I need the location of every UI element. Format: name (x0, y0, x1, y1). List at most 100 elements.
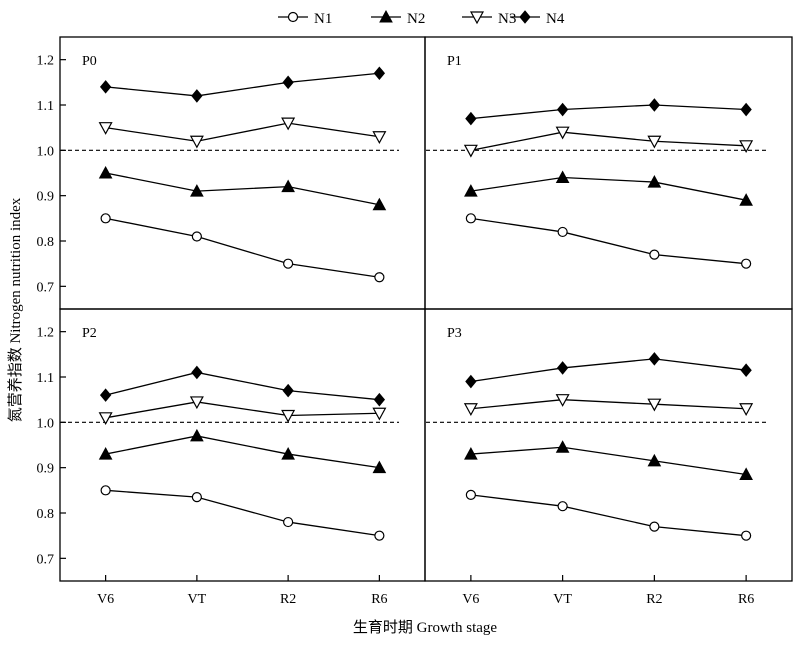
data-point-n4-v6 (465, 374, 477, 389)
data-point-n3-v6 (463, 144, 478, 158)
data-point-n2-vt (190, 184, 204, 197)
legend-item-n4: N4 (510, 10, 565, 27)
legend-item-n2: N2 (371, 9, 425, 27)
data-point-n1-r2 (649, 249, 660, 260)
y-tick-label: 0.9 (37, 190, 55, 205)
series-line (105, 72, 380, 97)
series-line (470, 494, 747, 537)
data-point-n1-vt (557, 226, 568, 238)
legend-marker-n2 (379, 9, 393, 23)
data-point-n2-r6 (739, 193, 753, 206)
series-n4 (465, 98, 752, 126)
panel-frame (424, 308, 793, 582)
data-point-n1-v6 (465, 213, 476, 224)
data-point-n2-r6 (372, 197, 387, 211)
y-tick-label: 0.7 (37, 552, 55, 567)
data-point-n1-v6 (465, 489, 476, 500)
series-n2 (98, 165, 387, 211)
data-point-n4-v6 (99, 388, 112, 402)
data-point-n4-r6 (740, 363, 752, 377)
series-line (105, 217, 380, 278)
data-point-n1-r2 (283, 258, 294, 269)
series-n4 (99, 365, 386, 407)
panel-grid: P0 0.7 0.8 0.9 1.0 1.1 1.2 P1 P2 0.7 0.8 0.9 1.0 1.1 1… (37, 36, 793, 607)
data-point-n2-vt (555, 440, 570, 453)
series-line (105, 401, 380, 419)
data-point-n2-r6 (372, 460, 387, 474)
data-point-n3-v6 (98, 122, 113, 135)
data-point-n4-v6 (465, 111, 477, 126)
series-n4 (465, 352, 752, 389)
y-tick-label: 1.1 (37, 371, 55, 386)
legend-marker-n3 (469, 11, 485, 25)
legend-item-n3: N3 (462, 11, 516, 27)
series-n2 (464, 170, 753, 206)
data-point-n3-r6 (372, 131, 387, 144)
data-point-n1-vt (557, 501, 568, 512)
data-point-n4-r2 (648, 98, 661, 112)
data-point-n4-r2 (648, 352, 661, 366)
data-point-n4-r6 (740, 102, 752, 117)
series-line (470, 176, 747, 201)
data-point-n4-r2 (282, 75, 294, 90)
data-point-n3-r2 (647, 398, 662, 412)
data-point-n4-vt (191, 365, 203, 380)
data-point-n1-vt (191, 492, 202, 503)
panel-p2: P2 0.7 0.8 0.9 1.0 1.1 1.2 V6 VT R2 R6 (37, 308, 426, 607)
x-tick-label-r6: R6 (738, 592, 754, 607)
panel-label: P1 (447, 54, 462, 69)
data-point-n4-vt (556, 361, 569, 375)
data-point-n3-r2 (647, 135, 662, 149)
x-tick-label-r2: R2 (646, 592, 662, 607)
y-tick-label: 1.2 (37, 54, 55, 69)
series-n1 (100, 213, 385, 283)
data-point-n1-v6 (100, 485, 111, 496)
data-point-n2-r2 (281, 179, 295, 193)
series-n1 (465, 489, 752, 541)
y-tick-label: 1.0 (37, 416, 55, 431)
data-point-n3-r2 (281, 409, 296, 423)
legend-label-n2: N2 (407, 11, 425, 27)
data-point-n3-r2 (281, 117, 296, 131)
data-point-n2-v6 (464, 184, 478, 197)
panel-label: P3 (447, 326, 462, 341)
data-point-n1-r6 (741, 530, 752, 541)
series-line (470, 217, 747, 265)
data-point-n1-r2 (283, 516, 294, 528)
x-tick-label-vt: VT (553, 592, 572, 607)
data-point-n1-r6 (741, 258, 752, 269)
data-point-n3-vt (555, 394, 570, 407)
panel-p3: P3 V6 VT R2 R6 (424, 308, 793, 607)
x-tick-label-v6: V6 (97, 592, 114, 607)
legend-label-n4: N4 (546, 11, 565, 27)
data-point-n4-r6 (373, 392, 386, 407)
series-line (105, 122, 380, 142)
series-line (470, 399, 747, 410)
legend-item-n1: N1 (278, 11, 332, 27)
y-tick-label: 0.8 (37, 235, 55, 250)
series-n3 (463, 126, 754, 158)
data-point-n2-v6 (464, 447, 478, 460)
y-tick-label: 1.1 (37, 99, 55, 114)
data-point-n4-v6 (99, 80, 112, 94)
series-n4 (99, 66, 386, 103)
panel-p0: P0 0.7 0.8 0.9 1.0 1.1 1.2 (37, 36, 426, 310)
series-line (105, 172, 380, 206)
x-tick-label-r6: R6 (371, 592, 387, 607)
data-point-n1-v6 (100, 213, 111, 224)
panel-frame (424, 36, 793, 310)
series-n1 (465, 213, 752, 269)
data-point-n3-vt (189, 135, 204, 149)
data-point-n3-r6 (372, 407, 387, 421)
data-point-n3-v6 (98, 412, 113, 426)
data-point-n4-vt (191, 89, 203, 103)
legend-marker-n1 (287, 11, 299, 23)
series-n3 (98, 396, 387, 426)
panel-label: P2 (82, 326, 97, 341)
data-point-n4-r2 (282, 383, 294, 398)
series-line (470, 104, 747, 120)
series-line (105, 371, 380, 401)
data-point-n1-r6 (374, 530, 385, 541)
series-n1 (100, 485, 385, 541)
